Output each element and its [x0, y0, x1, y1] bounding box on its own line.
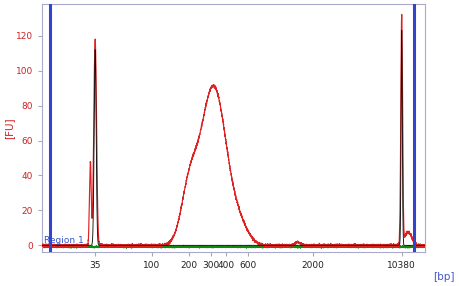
Text: Region 1: Region 1 [44, 236, 84, 245]
Y-axis label: [FU]: [FU] [4, 118, 14, 139]
Text: [bp]: [bp] [433, 272, 455, 282]
